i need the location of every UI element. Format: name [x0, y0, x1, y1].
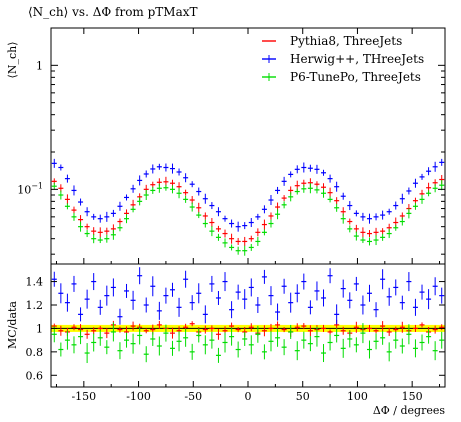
- ratio-y-tick-label: 1.2: [26, 299, 44, 312]
- y-axis-label-main: ⟨N_ch⟩: [6, 42, 19, 79]
- legend-entry-label: Pythia8, ThreeJets: [290, 34, 402, 48]
- ratio-y-tick-label: 0.6: [26, 369, 44, 382]
- x-tick-label: 0: [245, 390, 252, 403]
- y-tick-label: 10−1: [17, 181, 43, 196]
- x-axis-label: ΔΦ / degrees: [373, 404, 446, 417]
- y-tick-label: 1: [36, 59, 43, 72]
- x-tick-label: 100: [347, 390, 368, 403]
- y-tick-exponent: −1: [31, 181, 43, 190]
- ratio-y-tick-label: 0.8: [26, 346, 44, 359]
- y-axis-label-ratio: MC/data: [6, 301, 19, 349]
- legend-entry-label: Herwig++, THreeJets: [290, 52, 424, 66]
- legend: Pythia8, ThreeJets Herwig++, THreeJets P6-…: [262, 34, 424, 84]
- ratio-y-tick-label: 1.4: [26, 276, 44, 289]
- x-tick-label: 150: [402, 390, 423, 403]
- legend-entry-label: P6-TunePo, ThreeJets: [290, 70, 421, 84]
- x-tick-label: -50: [184, 390, 202, 403]
- chart-title: ⟨N_ch⟩ vs. ΔΦ from pTMaxT: [28, 5, 198, 19]
- x-tick-label: -150: [71, 390, 96, 403]
- ratio-y-tick-label: 1: [36, 322, 43, 335]
- main-panel: [51, 158, 445, 256]
- ratio-panel: [51, 267, 445, 364]
- x-tick-label: 50: [296, 390, 310, 403]
- x-tick-label: -100: [126, 390, 151, 403]
